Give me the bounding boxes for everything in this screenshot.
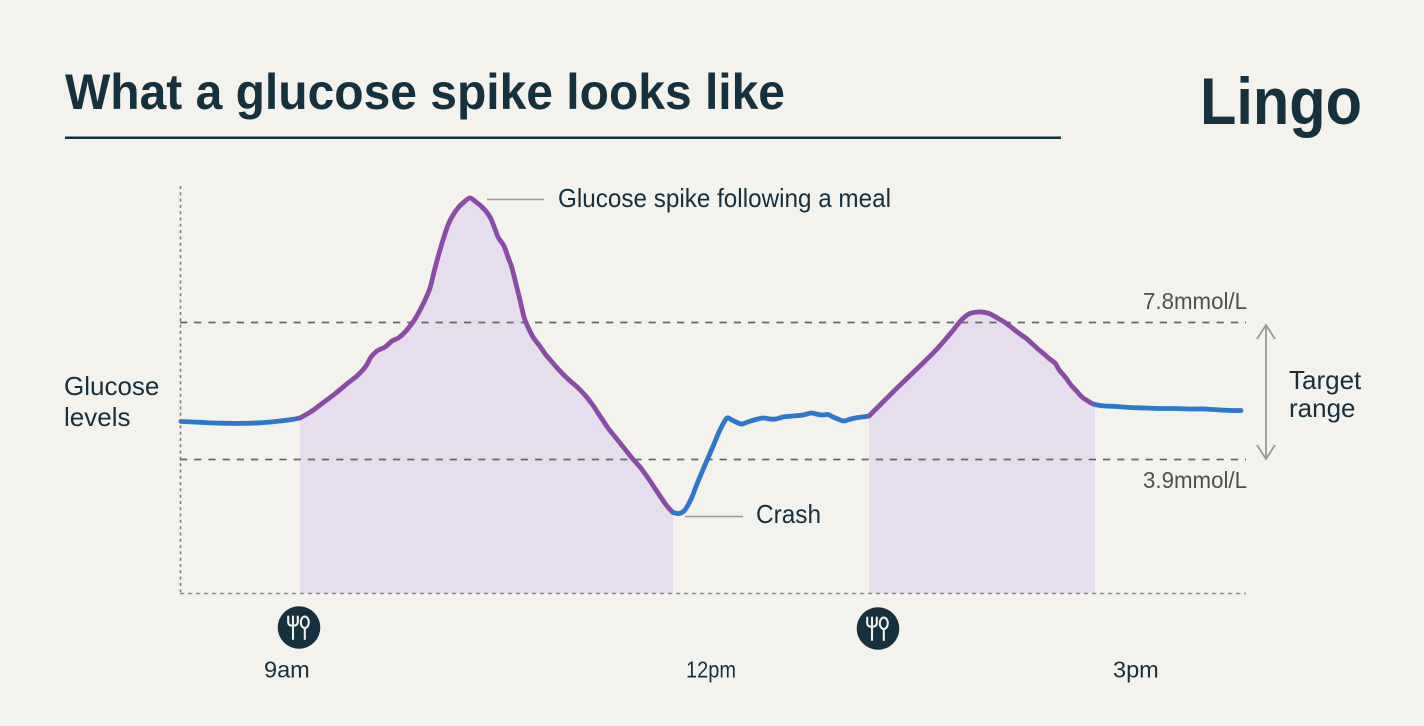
svg-text:range: range <box>1289 393 1356 423</box>
svg-text:Crash: Crash <box>756 499 821 529</box>
svg-text:Target: Target <box>1289 365 1362 395</box>
svg-text:levels: levels <box>64 402 130 432</box>
svg-text:What a glucose spike looks lik: What a glucose spike looks like <box>65 64 785 120</box>
svg-text:Lingo: Lingo <box>1200 64 1362 138</box>
svg-text:7.8mmol/L: 7.8mmol/L <box>1143 288 1247 314</box>
svg-text:12pm: 12pm <box>686 657 736 683</box>
svg-text:Glucose: Glucose <box>64 371 159 401</box>
svg-text:9am: 9am <box>264 657 310 683</box>
svg-text:3.9mmol/L: 3.9mmol/L <box>1143 467 1247 493</box>
svg-text:Glucose spike following a meal: Glucose spike following a meal <box>558 183 891 213</box>
svg-text:3pm: 3pm <box>1113 657 1159 683</box>
